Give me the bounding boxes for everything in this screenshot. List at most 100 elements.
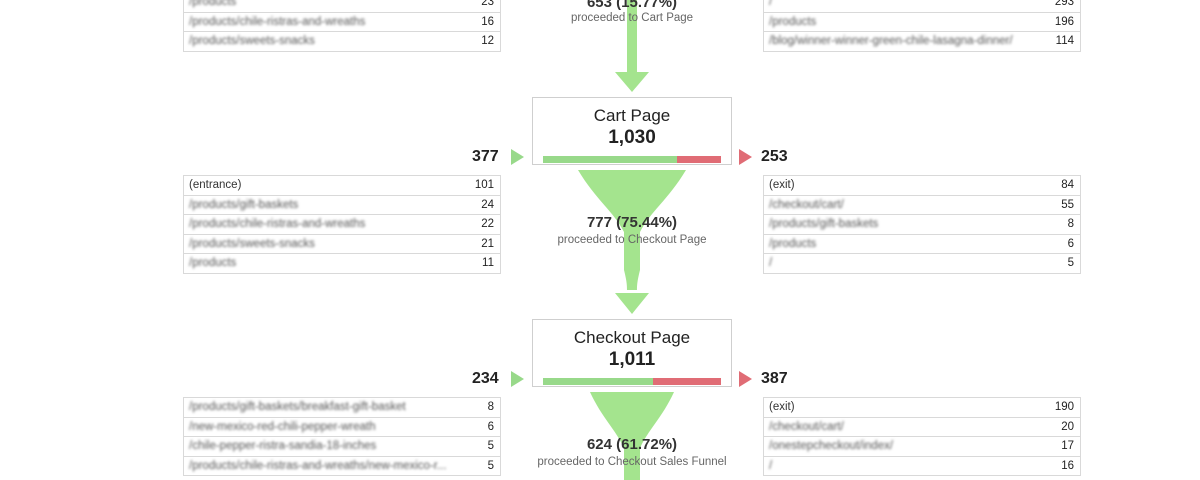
table-row[interactable]: / 293 — [764, 0, 1080, 13]
table-row[interactable]: (entrance) 101 — [184, 176, 500, 196]
table-row[interactable]: /products 6 — [764, 235, 1080, 254]
cart-exit-table: (exit) 84 /checkout/cart/55 /products/gif… — [763, 175, 1081, 274]
node-value: 1,030 — [608, 127, 656, 148]
table-row[interactable]: /new-mexico-red-chili-pepper-wreath 6 — [184, 418, 500, 437]
table-row[interactable]: (exit) 190 — [764, 398, 1080, 418]
checkout-exit-count: 387 — [761, 370, 788, 387]
row-count: 101 — [474, 179, 494, 191]
table-row[interactable]: /products/chile-ristras-and-wreaths 16 — [184, 13, 500, 32]
row-count: 5 — [487, 440, 494, 452]
checkout-page-node[interactable]: Checkout Page 1,011 — [532, 319, 732, 387]
cart-entrance-table: (entrance) 101 /products/gift-baskets 24 /… — [183, 175, 501, 274]
row-count: 11 — [482, 257, 494, 269]
row-count: 21 — [481, 237, 494, 250]
node-title: Cart Page — [593, 106, 671, 125]
row-count: 5 — [487, 459, 494, 472]
table-row[interactable]: /onestepcheckout/index/17 — [764, 437, 1080, 457]
row-count: 6 — [1067, 237, 1074, 250]
row-path: /checkout/cart/ — [769, 420, 844, 433]
row-path: /blog/winner-winner-green-chile-lasagna-… — [769, 35, 1013, 47]
table-row[interactable]: /products/gift-baskets/breakfast-gift-ba… — [184, 398, 500, 418]
top-proceed-label: proceeded to Cart Page — [570, 12, 694, 24]
table-row[interactable]: /products/sweets-snacks 21 — [184, 235, 500, 254]
row-path: /chile-pepper-ristra-sandia-18-inches — [189, 440, 377, 452]
row-count: 84 — [1061, 179, 1074, 191]
row-path: /products — [189, 0, 237, 8]
row-count: 293 — [1054, 0, 1074, 8]
table-row[interactable]: /chile-pepper-ristra-sandia-18-inches 5 — [184, 437, 500, 457]
table-row[interactable]: /products/sweets-snacks 12 — [184, 32, 500, 52]
node-title: Checkout Page — [573, 328, 691, 347]
row-count: 22 — [481, 218, 494, 230]
table-row[interactable]: /checkout/cart/20 — [764, 418, 1080, 437]
row-count: 16 — [481, 15, 494, 28]
row-count: 24 — [481, 198, 494, 211]
row-path: /onestepcheckout/index/ — [769, 440, 894, 452]
table-row[interactable]: /products 11 — [184, 254, 500, 274]
cart-exit-count: 253 — [761, 148, 788, 165]
table-row[interactable]: / 16 — [764, 457, 1080, 476]
progress-fill — [543, 156, 678, 163]
row-path: /products — [769, 15, 817, 28]
down-arrow-icon — [615, 72, 649, 92]
table-row[interactable]: /products/gift-baskets 24 — [184, 196, 500, 215]
top-exit-table: / 293 /products 196 /blog/winner-winner-gr… — [763, 0, 1081, 52]
top-proceed-percent: 653 (15.77%) — [586, 0, 678, 11]
checkout-proceed-percent: 624 (61.72%) — [586, 436, 678, 453]
row-count: 196 — [1054, 15, 1074, 28]
row-count: 8 — [1067, 218, 1074, 230]
row-count: 190 — [1054, 401, 1074, 413]
table-row[interactable]: /checkout/cart/55 — [764, 196, 1080, 215]
exit-arrow-icon — [739, 149, 752, 165]
table-row[interactable]: /5 — [764, 254, 1080, 274]
table-row[interactable]: /products/gift-baskets 8 — [764, 215, 1080, 235]
checkout-proceed-label: proceeded to Checkout Sales Funnel — [537, 456, 727, 468]
cart-page-node[interactable]: Cart Page 1,030 — [532, 97, 732, 165]
row-path: /products/chile-ristras-and-wreaths — [189, 218, 366, 230]
table-row[interactable]: /blog/winner-winner-green-chile-lasagna-… — [764, 32, 1080, 52]
top-entrance-table: /products 23 /products/chile-ristras-and-… — [183, 0, 501, 52]
cart-entrance-count: 377 — [472, 148, 499, 165]
entrance-arrow-icon — [511, 371, 524, 387]
row-path: /products/chile-ristras-and-wreaths/new-… — [189, 459, 447, 472]
funnel-shape — [590, 392, 674, 480]
row-path: /checkout/cart/ — [769, 198, 844, 211]
checkout-entrance-table: /products/gift-baskets/breakfast-gift-ba… — [183, 397, 501, 476]
table-row[interactable]: /products 23 — [184, 0, 500, 13]
row-path: /products/chile-ristras-and-wreaths — [189, 15, 366, 28]
row-path: / — [769, 459, 773, 472]
row-count: 17 — [1061, 440, 1074, 452]
cart-proceed-percent: 777 (75.44%) — [586, 214, 678, 231]
row-path: /products — [189, 257, 237, 269]
row-path: /products/gift-baskets/breakfast-gift-ba… — [189, 401, 406, 413]
row-count: 5 — [1067, 257, 1074, 269]
row-count: 12 — [481, 35, 494, 47]
row-path: /new-mexico-red-chili-pepper-wreath — [189, 420, 376, 433]
row-path: / — [769, 0, 773, 8]
table-row[interactable]: /products 196 — [764, 13, 1080, 32]
entrance-arrow-icon — [511, 149, 524, 165]
node-progress-bar — [543, 378, 721, 385]
table-row[interactable]: /products/chile-ristras-and-wreaths 22 — [184, 215, 500, 235]
row-count: 16 — [1061, 459, 1074, 472]
row-path: /products/sweets-snacks — [189, 35, 315, 47]
row-path: (exit) — [769, 179, 795, 191]
row-count: 8 — [487, 401, 494, 413]
node-progress-bar — [543, 156, 721, 163]
row-path: (entrance) — [189, 179, 242, 191]
exit-arrow-icon — [739, 371, 752, 387]
row-count: 114 — [1055, 35, 1074, 47]
row-count: 20 — [1061, 420, 1074, 433]
row-count: 6 — [487, 420, 494, 433]
checkout-entrance-count: 234 — [472, 370, 499, 387]
row-path: /products/gift-baskets — [189, 198, 299, 211]
down-arrow-icon — [615, 293, 649, 314]
table-row[interactable]: (exit) 84 — [764, 176, 1080, 196]
row-count: 23 — [481, 0, 494, 8]
row-path: /products/sweets-snacks — [189, 237, 315, 250]
row-count: 55 — [1061, 198, 1074, 211]
table-row[interactable]: /products/chile-ristras-and-wreaths/new-… — [184, 457, 500, 476]
row-path: /products — [769, 237, 817, 250]
node-value: 1,011 — [608, 349, 656, 370]
